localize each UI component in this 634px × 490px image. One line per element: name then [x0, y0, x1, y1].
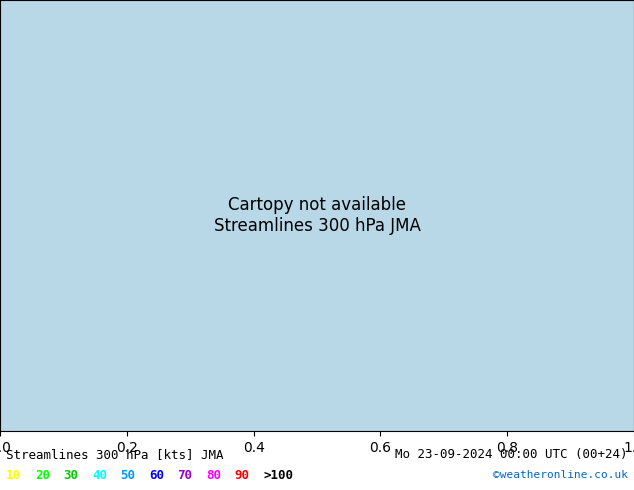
Text: 90: 90	[235, 469, 250, 482]
Text: 70: 70	[178, 469, 193, 482]
Text: Mo 23-09-2024 00:00 UTC (00+24): Mo 23-09-2024 00:00 UTC (00+24)	[395, 448, 628, 461]
Text: 40: 40	[92, 469, 107, 482]
Text: 10: 10	[6, 469, 22, 482]
Text: >100: >100	[263, 469, 293, 482]
Text: Streamlines 300 hPa [kts] JMA: Streamlines 300 hPa [kts] JMA	[6, 448, 224, 461]
Text: 60: 60	[149, 469, 164, 482]
Text: 50: 50	[120, 469, 136, 482]
Text: 30: 30	[63, 469, 79, 482]
Text: ©weatheronline.co.uk: ©weatheronline.co.uk	[493, 470, 628, 480]
Text: 80: 80	[206, 469, 221, 482]
Text: Cartopy not available
Streamlines 300 hPa JMA: Cartopy not available Streamlines 300 hP…	[214, 196, 420, 235]
Text: 20: 20	[35, 469, 50, 482]
